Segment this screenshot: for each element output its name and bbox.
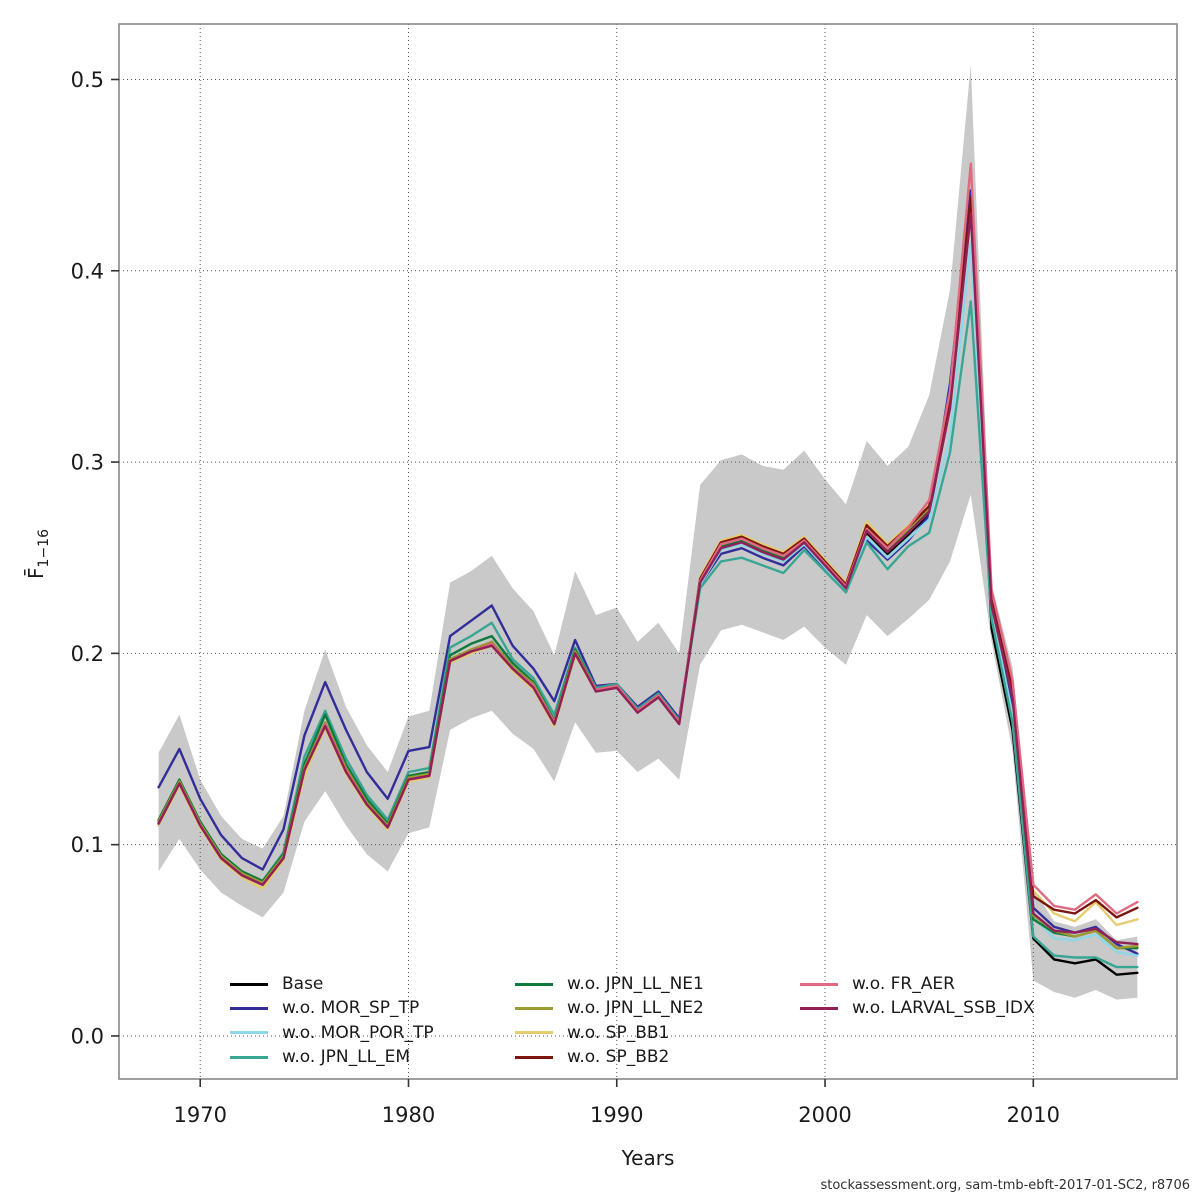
- legend-item-wo-mor-sp-tp: w.o. MOR_SP_TP: [230, 996, 434, 1020]
- legend-column-3: w.o. FR_AER w.o. LARVAL_SSB_IDX: [800, 972, 1035, 1021]
- legend-item-wo-jpn-ll-em: w.o. JPN_LL_EM: [230, 1045, 434, 1069]
- legend-column-1: Base w.o. MOR_SP_TP w.o. MOR_POR_TP w.o.…: [230, 972, 434, 1069]
- legend-swatch-wo-mor-por-tp: [230, 1031, 268, 1035]
- series-line-wo-jpn-ll-em: [157, 300, 1139, 969]
- legend-swatch-wo-fr-aer: [800, 982, 838, 986]
- gridline-layer: [119, 24, 1177, 1079]
- confidence-band: [158, 64, 1138, 1000]
- legend-item-wo-jpn-ll-ne2: w.o. JPN_LL_NE2: [515, 996, 704, 1020]
- legend-swatch-base: [230, 982, 268, 986]
- y-tick-label-0.3: 0.3: [71, 451, 104, 475]
- legend-item-wo-fr-aer: w.o. FR_AER: [800, 972, 1035, 996]
- series-layer: [157, 162, 1139, 976]
- legend-label-wo-jpn-ll-ne2: w.o. JPN_LL_NE2: [567, 998, 704, 1019]
- x-tick-label-1970: 1970: [173, 1103, 226, 1127]
- legend-swatch-wo-jpn-ll-ne1: [515, 982, 553, 986]
- legend-swatch-wo-mor-sp-tp: [230, 1006, 268, 1010]
- legend-label-wo-larval-ssb-idx: w.o. LARVAL_SSB_IDX: [852, 998, 1035, 1019]
- legend-label-wo-mor-por-tp: w.o. MOR_POR_TP: [282, 1022, 434, 1043]
- legend-label-wo-jpn-ll-ne1: w.o. JPN_LL_NE1: [567, 974, 704, 995]
- legend-item-wo-sp-bb2: w.o. SP_BB2: [515, 1045, 704, 1069]
- legend-item-wo-mor-por-tp: w.o. MOR_POR_TP: [230, 1021, 434, 1045]
- y-tick-label-0: 0.0: [71, 1024, 104, 1048]
- y-axis-title-main: F̄: [24, 567, 48, 579]
- legend-label-wo-mor-sp-tp: w.o. MOR_SP_TP: [282, 998, 420, 1019]
- legend-swatch-wo-larval-ssb-idx: [800, 1006, 838, 1010]
- y-axis-title: F̄1−16: [24, 494, 52, 614]
- axis-ticks-layer: 1970 1980 1990 2000 2010 0.0 0.1 0.2 0.3 0.4 0.5: [71, 68, 1060, 1127]
- legend-item-wo-larval-ssb-idx: w.o. LARVAL_SSB_IDX: [800, 996, 1035, 1020]
- legend-swatch-wo-sp-bb1: [515, 1031, 553, 1035]
- x-tick-label-1990: 1990: [590, 1103, 643, 1127]
- source-attribution: stockassessment.org, sam-tmb-ebft-2017-0…: [820, 1178, 1190, 1193]
- x-tick-label-2000: 2000: [798, 1103, 851, 1127]
- legend-item-wo-sp-bb1: w.o. SP_BB1: [515, 1021, 704, 1045]
- legend-label-base: Base: [282, 974, 324, 995]
- legend-label-wo-sp-bb2: w.o. SP_BB2: [567, 1047, 670, 1068]
- x-axis-title: Years: [621, 1146, 675, 1170]
- legend-swatch-wo-jpn-ll-em: [230, 1055, 268, 1059]
- legend-label-wo-sp-bb1: w.o. SP_BB1: [567, 1022, 670, 1043]
- series-line-wo-larval-ssb-idx: [157, 212, 1139, 946]
- y-tick-label-0.5: 0.5: [71, 68, 104, 92]
- plot-border: [118, 23, 1178, 1080]
- legend-label-wo-jpn-ll-em: w.o. JPN_LL_EM: [282, 1047, 410, 1068]
- confidence-band-layer: [158, 64, 1138, 1000]
- plot-frame: [118, 23, 1178, 1080]
- legend-swatch-wo-sp-bb2: [515, 1055, 553, 1059]
- legend-item-wo-jpn-ll-ne1: w.o. JPN_LL_NE1: [515, 972, 704, 996]
- legend-swatch-wo-jpn-ll-ne2: [515, 1006, 553, 1010]
- x-tick-label-2010: 2010: [1007, 1103, 1060, 1127]
- y-tick-label-0.4: 0.4: [71, 259, 104, 283]
- y-tick-label-0.2: 0.2: [71, 642, 104, 666]
- y-tick-label-0.1: 0.1: [71, 833, 104, 857]
- y-axis-title-subscript: 1−16: [36, 529, 52, 568]
- legend-column-2: w.o. JPN_LL_NE1 w.o. JPN_LL_NE2 w.o. SP_…: [515, 972, 704, 1069]
- x-tick-label-1980: 1980: [382, 1103, 435, 1127]
- legend-item-base: Base: [230, 972, 434, 996]
- legend-label-wo-fr-aer: w.o. FR_AER: [852, 974, 955, 995]
